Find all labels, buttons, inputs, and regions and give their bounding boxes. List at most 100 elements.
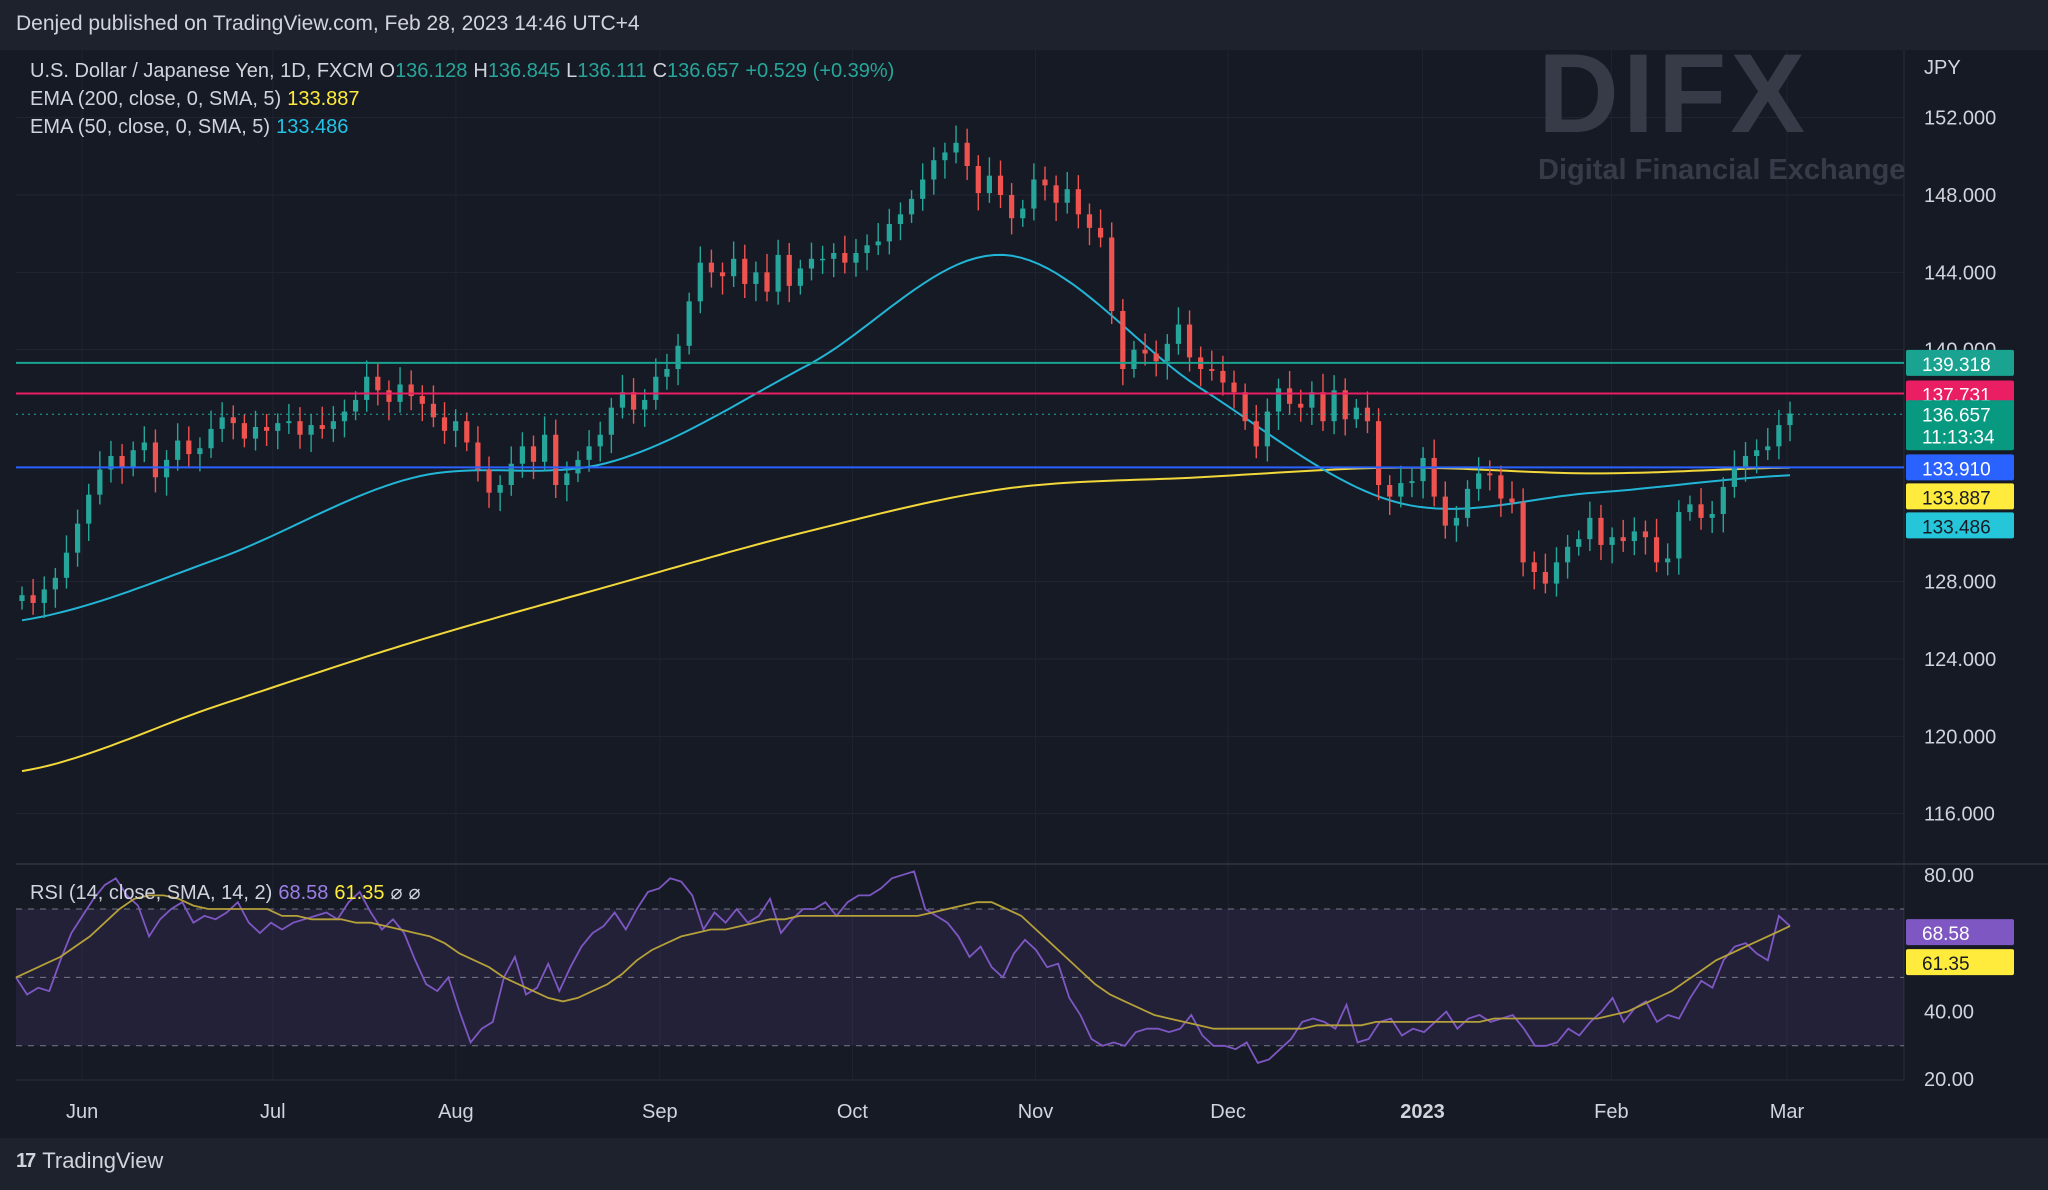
candle-body xyxy=(1687,504,1693,513)
ema50-legend[interactable]: EMA (50, close, 0, SMA, 5) 133.486 xyxy=(30,116,354,139)
candle-body xyxy=(1576,539,1582,547)
candle-body xyxy=(475,442,481,470)
rsi-line xyxy=(15,870,1791,1064)
candle-body xyxy=(1676,512,1682,559)
candle-body xyxy=(864,245,870,253)
candle-body xyxy=(1064,189,1070,203)
candle-body xyxy=(897,214,904,224)
low-value: 136.111 xyxy=(577,60,647,82)
candle-body xyxy=(1665,558,1671,563)
candle-body xyxy=(297,421,303,435)
tradingview-logo[interactable]: 17 TradingView xyxy=(16,1148,163,1174)
candle-body xyxy=(942,152,948,161)
candle-body xyxy=(753,272,759,284)
price-chart[interactable]: 152.000148.000144.000140.000128.000124.0… xyxy=(0,0,2048,1138)
time-tick-label: 2023 xyxy=(1400,1101,1445,1123)
level-tag-blue: 133.910 xyxy=(1906,454,2014,481)
ema50-tag: 133.486 xyxy=(1906,512,2014,539)
price-tick-label: 148.000 xyxy=(1924,185,1996,207)
candle-body xyxy=(1142,349,1148,354)
candle-body xyxy=(908,198,915,215)
candle-body xyxy=(1242,392,1248,422)
time-tick-label: Nov xyxy=(1018,1101,1054,1123)
symbol-legend[interactable]: U.S. Dollar / Japanese Yen, 1D, FXCM O136… xyxy=(30,60,900,83)
candle-body xyxy=(1509,498,1515,503)
level-tag-teal-text: 139.318 xyxy=(1922,355,1991,376)
price-tick-label: 144.000 xyxy=(1924,262,1996,284)
candle-body xyxy=(997,175,1004,195)
candle-body xyxy=(853,253,859,263)
rsi-sma-tag-text: 61.35 xyxy=(1922,954,1970,975)
change-value: +0.529 (+0.39%) xyxy=(745,60,895,82)
candle-body xyxy=(1587,517,1593,540)
candle-body xyxy=(1186,324,1193,358)
candle-body xyxy=(1464,488,1471,518)
candle-body xyxy=(1765,446,1771,451)
ema50-tag-bg xyxy=(1906,512,2014,539)
candle-body xyxy=(86,494,92,524)
rsi-label: RSI (14, close, SMA, 14, 2) xyxy=(30,882,273,904)
candle-body xyxy=(1520,502,1526,563)
candle-body xyxy=(1253,421,1259,447)
rsi-extra-2: ⌀ xyxy=(408,882,421,904)
last-price-tag-text: 11:13:34 xyxy=(1922,427,1995,448)
candle-body xyxy=(875,241,881,246)
candle-body xyxy=(964,142,970,166)
candle-body xyxy=(441,417,448,431)
candle-body xyxy=(497,485,503,493)
candle-body xyxy=(1020,208,1026,219)
time-tick-label: Aug xyxy=(438,1101,474,1123)
ema200-tag: 133.887 xyxy=(1906,483,2014,510)
candle-body xyxy=(719,272,726,277)
candle-body xyxy=(1565,546,1571,563)
candle-body xyxy=(230,417,236,424)
time-tick-label: Jun xyxy=(66,1101,98,1123)
publish-bar xyxy=(0,0,2048,50)
candle-body xyxy=(675,345,681,369)
candle-body xyxy=(1053,185,1059,203)
candle-body xyxy=(731,258,737,277)
candle-body xyxy=(542,434,548,462)
candle-body xyxy=(953,142,959,153)
candle-body xyxy=(786,254,792,286)
candle-body xyxy=(508,463,514,485)
ema200-legend[interactable]: EMA (200, close, 0, SMA, 5) 133.887 xyxy=(30,88,366,111)
candle-body xyxy=(742,258,748,284)
time-tick-label: Feb xyxy=(1594,1101,1628,1123)
candle-body xyxy=(1220,370,1226,383)
candle-body xyxy=(1442,496,1448,526)
level-tag-teal-bg xyxy=(1906,349,2014,376)
candle-body xyxy=(1553,562,1560,584)
candle-body xyxy=(842,253,848,263)
candle-body xyxy=(163,459,170,478)
candle-body xyxy=(264,427,270,431)
candle-body xyxy=(1787,413,1793,426)
candle-body xyxy=(1720,486,1726,514)
published-info: Denjed published on TradingView.com, Feb… xyxy=(16,12,640,35)
candle-body xyxy=(1476,473,1482,489)
candle-body xyxy=(52,577,58,590)
candle-body xyxy=(586,446,592,460)
level-tag-pink-bg xyxy=(1906,380,2014,407)
high-value: 136.845 xyxy=(487,60,561,82)
candle-body xyxy=(275,423,281,431)
close-label: C xyxy=(652,60,668,82)
time-tick-label: Mar xyxy=(1770,1101,1805,1123)
time-tick-label: Sep xyxy=(642,1101,678,1123)
ema50-line xyxy=(21,253,1791,622)
rsi-legend[interactable]: RSI (14, close, SMA, 14, 2) 68.58 61.35 ⌀ ⌀ xyxy=(30,880,427,905)
candle-body xyxy=(1453,517,1460,526)
ema200-value: 133.887 xyxy=(287,88,360,110)
price-tick-label: 116.000 xyxy=(1924,804,1995,826)
candle-body xyxy=(1309,392,1315,408)
candle-body xyxy=(364,376,370,400)
price-tick-label: 124.000 xyxy=(1924,649,1996,671)
candle-body xyxy=(119,456,125,468)
candle-body xyxy=(1375,421,1382,485)
rsi-tick-label: 80.00 xyxy=(1924,865,1974,887)
candle-body xyxy=(386,390,392,402)
ema200-tag-bg xyxy=(1906,483,2014,510)
candle-body xyxy=(564,473,570,485)
candle-body xyxy=(308,425,314,435)
ema50-tag-text: 133.486 xyxy=(1922,517,1991,538)
